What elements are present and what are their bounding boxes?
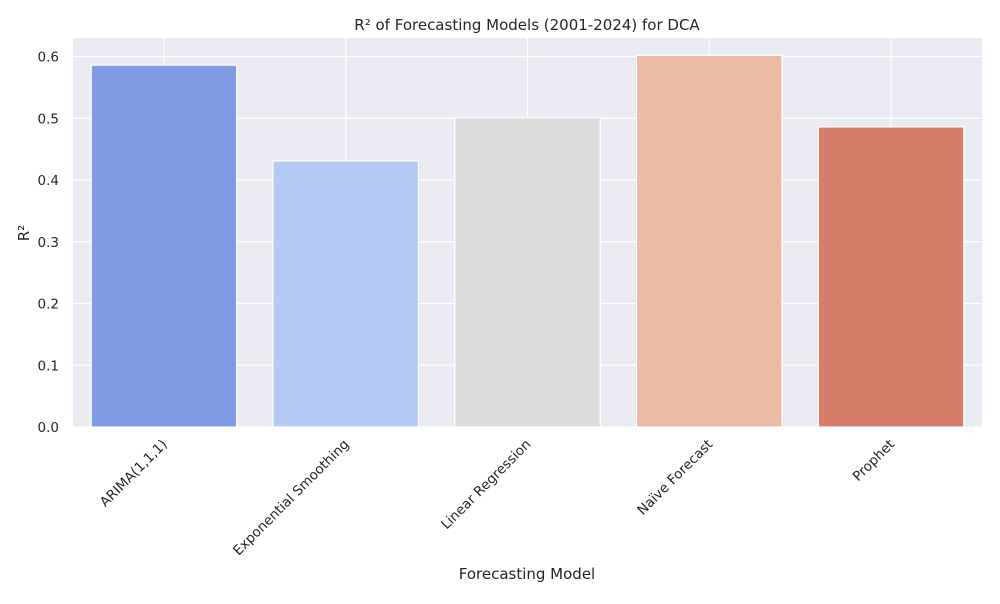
chart-title: R² of Forecasting Models (2001-2024) for… bbox=[354, 16, 700, 34]
x-axis-label: Forecasting Model bbox=[459, 565, 595, 583]
y-tick-label: 0.2 bbox=[38, 297, 59, 313]
x-tick-labels: ARIMA(1,1,1) Exponential Smoothing Linear … bbox=[97, 437, 898, 559]
y-tick-label: 0.3 bbox=[38, 235, 59, 251]
y-tick-label: 0.6 bbox=[38, 50, 59, 66]
y-tick-labels: 0.0 0.1 0.2 0.3 0.4 0.5 0.6 bbox=[38, 50, 59, 436]
bar-2 bbox=[454, 117, 601, 428]
x-tick-label: Exponential Smoothing bbox=[230, 437, 352, 559]
y-axis-label: R² bbox=[15, 225, 33, 241]
x-tick-label: Prophet bbox=[850, 437, 898, 485]
x-tick-label: Naïve Forecast bbox=[634, 437, 716, 519]
bars bbox=[90, 54, 965, 428]
bar-3 bbox=[635, 54, 783, 428]
y-tick-label: 0.5 bbox=[38, 111, 59, 127]
bar-4 bbox=[817, 126, 965, 428]
y-tick-label: 0.1 bbox=[38, 358, 59, 374]
y-tick-label: 0.0 bbox=[38, 420, 59, 436]
x-tick-label: ARIMA(1,1,1) bbox=[97, 437, 171, 511]
bar-1 bbox=[272, 160, 420, 428]
y-tick-label: 0.4 bbox=[38, 173, 59, 189]
bar-0 bbox=[90, 64, 238, 428]
x-tick-label: Linear Regression bbox=[438, 437, 534, 533]
